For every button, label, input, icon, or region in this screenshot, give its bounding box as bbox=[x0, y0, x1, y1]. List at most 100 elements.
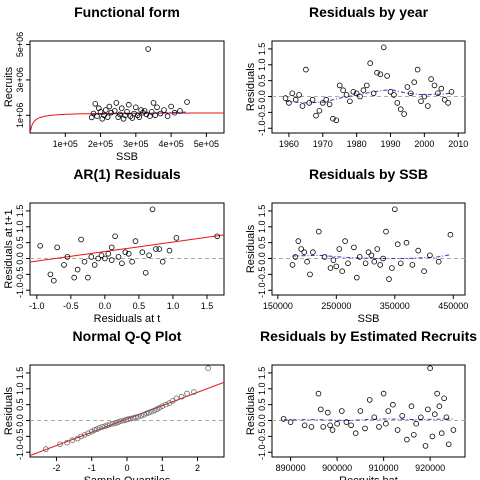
data-point bbox=[353, 274, 360, 281]
data-point bbox=[117, 418, 124, 425]
y-tick-label: 0.0 bbox=[257, 90, 267, 103]
qq-line bbox=[30, 381, 224, 457]
data-point bbox=[374, 246, 381, 252]
y-tick-label: 0.5 bbox=[15, 398, 25, 411]
y-axis-label: Residuals at t+1 bbox=[3, 209, 15, 288]
y-tick-label: 1.0 bbox=[15, 383, 25, 396]
x-tick-label: 1980 bbox=[347, 139, 367, 149]
data-point bbox=[324, 409, 331, 416]
data-point bbox=[327, 422, 333, 429]
data-point bbox=[413, 420, 420, 427]
y-axis-label: Residuals bbox=[245, 62, 257, 111]
y-tick-label: 0.0 bbox=[15, 252, 25, 265]
data-point bbox=[289, 262, 296, 268]
data-point bbox=[148, 109, 155, 115]
x-axis-label: SSB bbox=[116, 151, 138, 163]
data-point bbox=[96, 105, 102, 111]
data-point bbox=[97, 109, 104, 115]
y-tick-label: 5e+06 bbox=[15, 32, 25, 57]
data-point bbox=[380, 255, 386, 262]
data-point bbox=[104, 422, 111, 429]
data-point bbox=[380, 44, 387, 51]
chart-title: AR(1) Residuals bbox=[73, 166, 181, 182]
data-point bbox=[140, 109, 146, 116]
data-point bbox=[368, 252, 375, 259]
data-point bbox=[214, 233, 221, 240]
data-point bbox=[343, 92, 350, 98]
plot-frame bbox=[271, 202, 466, 296]
data-point bbox=[37, 243, 43, 249]
data-point bbox=[386, 276, 392, 282]
data-point bbox=[421, 93, 428, 100]
data-point bbox=[153, 246, 159, 252]
data-point bbox=[387, 89, 394, 95]
x-tick-label: 0.0 bbox=[99, 301, 112, 311]
panel-ar1-residuals: AR(1) Residuals-1.0 -0.5 0.0 0.5 1.0 1.5-1.0-… bbox=[3, 166, 225, 325]
data-point bbox=[431, 411, 438, 418]
fitted-curve bbox=[30, 112, 224, 133]
data-point bbox=[156, 404, 163, 411]
data-point bbox=[428, 76, 434, 82]
plot-lines bbox=[272, 88, 465, 104]
panel-normal-qq: Normal Q-Q Plot -2 -1 0 1 2 -1.0-0.5 0.0 0.5 1.0 1… bbox=[3, 328, 225, 480]
y-tick-label: -1.0 bbox=[15, 444, 25, 460]
data-point bbox=[301, 249, 308, 256]
data-point bbox=[136, 114, 143, 120]
data-point bbox=[127, 113, 134, 119]
data-point bbox=[108, 257, 115, 263]
data-point bbox=[353, 90, 360, 97]
y-tick-label: -1.0 bbox=[257, 120, 267, 136]
chart-title: Residuals by SSB bbox=[309, 166, 428, 182]
data-point bbox=[347, 98, 353, 105]
data-point bbox=[139, 249, 146, 256]
data-point bbox=[130, 415, 137, 421]
data-point bbox=[287, 419, 294, 425]
data-point bbox=[383, 420, 389, 427]
data-point bbox=[163, 401, 169, 408]
x-tick-label: 450000 bbox=[438, 301, 468, 311]
data-point bbox=[78, 433, 84, 440]
data-point bbox=[445, 441, 452, 448]
data-point bbox=[78, 236, 84, 243]
data-point bbox=[115, 254, 122, 260]
data-point bbox=[424, 103, 431, 109]
plot-lines bbox=[272, 418, 465, 422]
x-tick-label: 1 bbox=[160, 463, 165, 473]
data-point bbox=[336, 246, 343, 252]
y-tick-label: 1e+06 bbox=[15, 103, 25, 128]
x-tick-label: 250000 bbox=[321, 301, 351, 311]
y-tick-label: 1.0 bbox=[257, 221, 267, 234]
x-tick-label: 1.0 bbox=[167, 301, 180, 311]
data-point bbox=[326, 101, 333, 108]
x-tick-label: 0 bbox=[124, 463, 129, 473]
data-point bbox=[177, 108, 183, 114]
data-point bbox=[315, 228, 322, 235]
regression-line bbox=[30, 234, 224, 263]
data-point bbox=[357, 408, 364, 414]
data-point bbox=[338, 408, 345, 414]
data-point bbox=[399, 412, 406, 419]
data-point bbox=[377, 262, 384, 268]
data-point bbox=[394, 241, 401, 248]
data-point bbox=[154, 104, 160, 111]
data-point bbox=[113, 100, 120, 106]
data-point bbox=[362, 425, 368, 432]
data-point bbox=[124, 109, 130, 115]
data-point bbox=[91, 262, 98, 268]
y-axis-label: Residuals bbox=[245, 224, 257, 273]
data-point bbox=[47, 271, 54, 278]
data-point bbox=[450, 427, 457, 433]
chart-title: Functional form bbox=[74, 4, 180, 20]
data-point bbox=[156, 246, 163, 252]
data-point bbox=[374, 69, 380, 76]
data-point bbox=[306, 100, 313, 106]
x-tick-label: 1e+05 bbox=[53, 139, 78, 149]
y-axis-label: Residuals bbox=[3, 386, 15, 435]
data-point bbox=[122, 249, 129, 256]
x-tick-label: -1.0 bbox=[29, 301, 45, 311]
data-point bbox=[50, 277, 57, 284]
data-point bbox=[74, 266, 81, 273]
y-axis-label: Residuals bbox=[245, 386, 257, 435]
data-point bbox=[429, 433, 436, 440]
